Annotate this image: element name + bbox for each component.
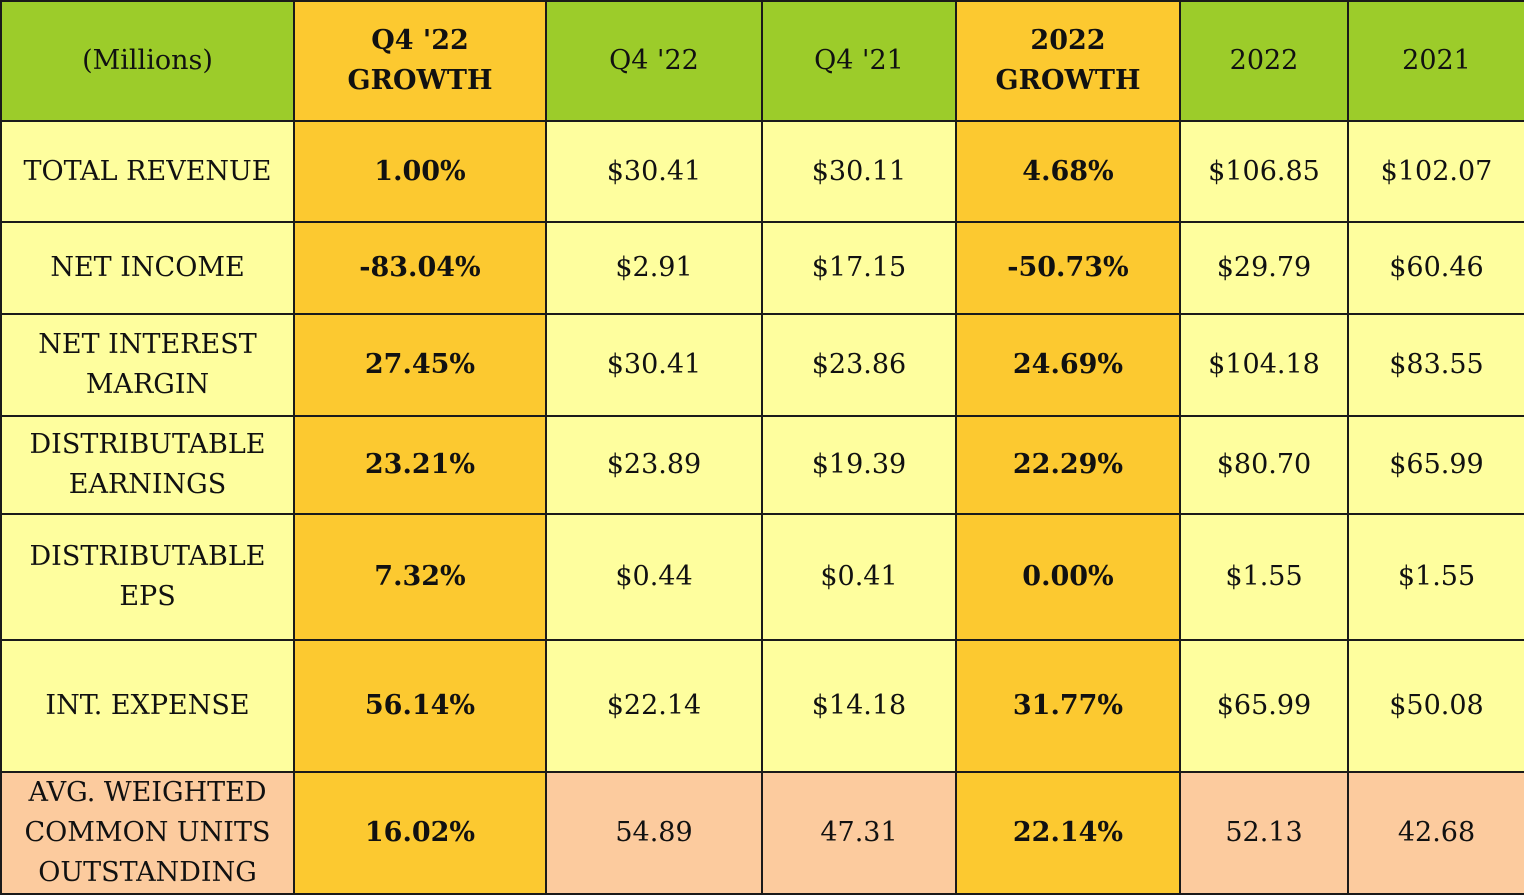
value-cell: $65.99 (1347, 415, 1524, 515)
value-cell: 42.68 (1347, 771, 1524, 895)
column-header: Q4 '21 (761, 0, 957, 122)
column-header: 2022 GROWTH (955, 0, 1181, 122)
value-cell: $2.91 (545, 221, 763, 315)
value-cell: $22.14 (545, 639, 763, 773)
column-header: Q4 '22 GROWTH (293, 0, 547, 122)
growth-cell: 16.02% (293, 771, 547, 895)
growth-cell: 0.00% (955, 513, 1181, 641)
value-cell: $30.41 (545, 120, 763, 223)
value-cell: $30.41 (545, 313, 763, 417)
table-row-total-revenue: TOTAL REVENUE 1.00% $30.41 $30.11 4.68% $106.… (0, 120, 1524, 223)
growth-cell: 22.29% (955, 415, 1181, 515)
value-cell: $14.18 (761, 639, 957, 773)
value-cell: $29.79 (1179, 221, 1349, 315)
value-cell: $30.11 (761, 120, 957, 223)
value-cell: $65.99 (1179, 639, 1349, 773)
growth-cell: 7.32% (293, 513, 547, 641)
table-row-distributable-eps: DISTRIBUTABLE EPS 7.32% $0.44 $0.41 0.00% $1.… (0, 513, 1524, 641)
value-cell: 47.31 (761, 771, 957, 895)
growth-cell: 23.21% (293, 415, 547, 515)
value-cell: $23.89 (545, 415, 763, 515)
growth-cell: 56.14% (293, 639, 547, 773)
column-header: (Millions) (0, 0, 295, 122)
table-row-avg-weighted-common-units: AVG. WEIGHTED COMMON UNITS OUTSTANDING 16… (0, 771, 1524, 895)
value-cell: $17.15 (761, 221, 957, 315)
value-cell: $23.86 (761, 313, 957, 417)
value-cell: $1.55 (1179, 513, 1349, 641)
value-cell: $83.55 (1347, 313, 1524, 417)
row-label: INT. EXPENSE (0, 639, 295, 773)
column-header: Q4 '22 (545, 0, 763, 122)
growth-cell: -83.04% (293, 221, 547, 315)
table-row-int-expense: INT. EXPENSE 56.14% $22.14 $14.18 31.77% $65.… (0, 639, 1524, 773)
value-cell: $1.55 (1347, 513, 1524, 641)
row-label: AVG. WEIGHTED COMMON UNITS OUTSTANDING (0, 771, 295, 895)
table-row-distributable-earnings: DISTRIBUTABLE EARNINGS 23.21% $23.89 $19.39… (0, 415, 1524, 515)
value-cell: 54.89 (545, 771, 763, 895)
column-header: 2021 (1347, 0, 1524, 122)
value-cell: $104.18 (1179, 313, 1349, 417)
value-cell: 52.13 (1179, 771, 1349, 895)
value-cell: $102.07 (1347, 120, 1524, 223)
value-cell: $19.39 (761, 415, 957, 515)
row-label: DISTRIBUTABLE EPS (0, 513, 295, 641)
growth-cell: 22.14% (955, 771, 1181, 895)
table-row-net-interest-margin: NET INTEREST MARGIN 27.45% $30.41 $23.86 24.… (0, 313, 1524, 417)
growth-cell: 1.00% (293, 120, 547, 223)
growth-cell: -50.73% (955, 221, 1181, 315)
value-cell: $60.46 (1347, 221, 1524, 315)
row-label: NET INCOME (0, 221, 295, 315)
growth-cell: 24.69% (955, 313, 1181, 417)
table-row-net-income: NET INCOME -83.04% $2.91 $17.15 -50.73% $29.7… (0, 221, 1524, 315)
growth-cell: 4.68% (955, 120, 1181, 223)
value-cell: $106.85 (1179, 120, 1349, 223)
column-header: 2022 (1179, 0, 1349, 122)
value-cell: $0.44 (545, 513, 763, 641)
row-label: NET INTEREST MARGIN (0, 313, 295, 417)
row-label: TOTAL REVENUE (0, 120, 295, 223)
growth-cell: 27.45% (293, 313, 547, 417)
row-label: DISTRIBUTABLE EARNINGS (0, 415, 295, 515)
value-cell: $80.70 (1179, 415, 1349, 515)
growth-cell: 31.77% (955, 639, 1181, 773)
value-cell: $50.08 (1347, 639, 1524, 773)
value-cell: $0.41 (761, 513, 957, 641)
table-header-row: (Millions) Q4 '22 GROWTH Q4 '22 Q4 '21 2022 … (0, 0, 1524, 122)
